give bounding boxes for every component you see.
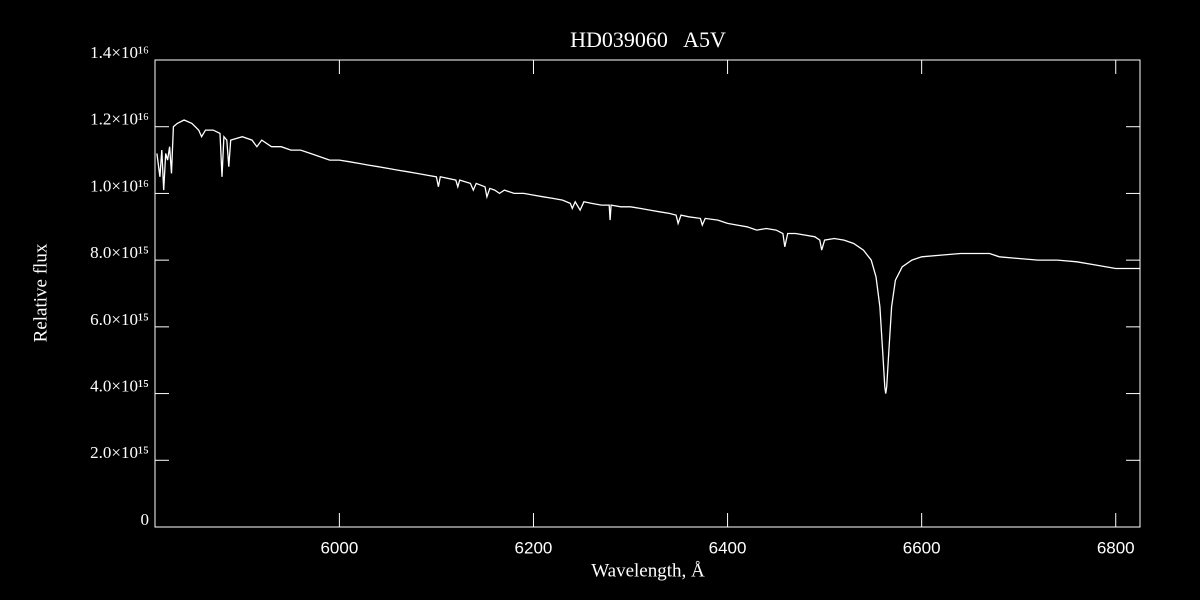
y-tick-label: 6.0×10¹⁵ <box>90 310 149 329</box>
x-tick-label: 6400 <box>709 538 747 557</box>
spectrum-line <box>156 119 1140 394</box>
x-tick-label: 6000 <box>320 538 358 557</box>
y-tick-label: 8.0×10¹⁵ <box>90 243 149 262</box>
y-axis-label: Relative flux <box>30 243 51 342</box>
y-tick-label: 1.0×10¹⁶ <box>90 176 149 195</box>
y-tick-label: 2.0×10¹⁵ <box>90 443 149 462</box>
chart-title: HD039060 A5V <box>570 27 726 52</box>
plot-frame <box>154 59 1141 528</box>
x-axis-label: Wavelength, Å <box>591 560 705 581</box>
y-tick-label: 4.0×10¹⁵ <box>90 376 149 395</box>
x-tick-label: 6200 <box>515 538 553 557</box>
y-tick-label: 1.4×10¹⁶ <box>90 43 149 62</box>
x-tick-label: 6600 <box>903 538 941 557</box>
y-tick-label: 0 <box>141 510 150 529</box>
x-tick-label: 6800 <box>1097 538 1135 557</box>
y-tick-label: 1.2×10¹⁶ <box>90 110 149 129</box>
